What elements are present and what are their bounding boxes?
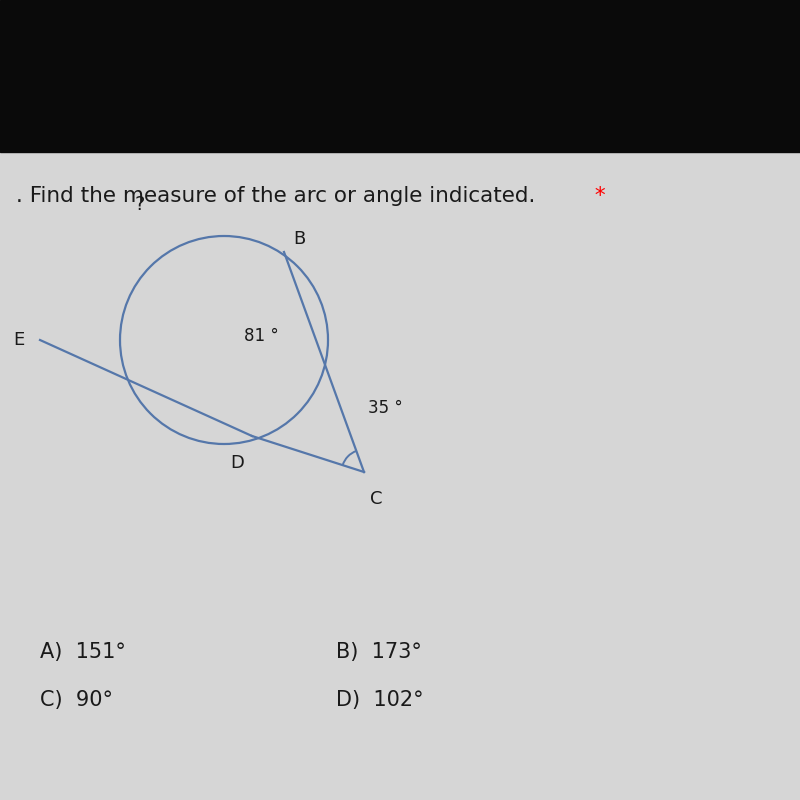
Text: ?: ?: [135, 194, 145, 214]
Text: . Find the measure of the arc or angle indicated.: . Find the measure of the arc or angle i…: [16, 186, 535, 206]
Text: D)  102°: D) 102°: [336, 690, 424, 710]
Text: D: D: [230, 454, 244, 472]
Text: E: E: [13, 331, 24, 349]
Text: *: *: [588, 186, 606, 206]
Bar: [0, 0, 800, 152]
Text: B: B: [294, 230, 306, 248]
Text: B)  173°: B) 173°: [336, 642, 422, 662]
Text: 35 °: 35 °: [368, 399, 402, 417]
Text: C)  90°: C) 90°: [40, 690, 113, 710]
Bar: [0, 152, 800, 800]
Text: C: C: [370, 490, 383, 508]
Text: A)  151°: A) 151°: [40, 642, 126, 662]
Text: 81 °: 81 °: [244, 327, 278, 345]
